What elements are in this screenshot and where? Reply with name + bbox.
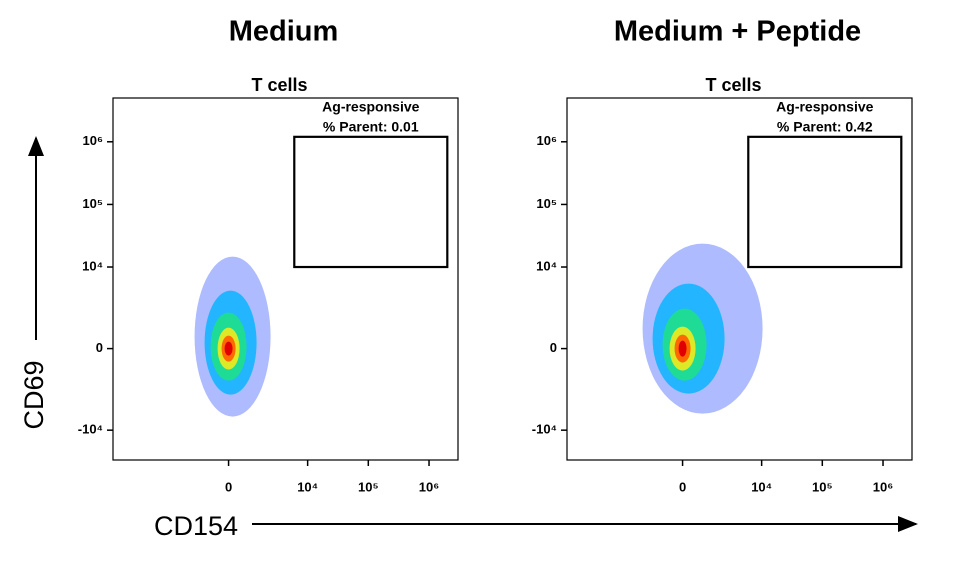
density-blob bbox=[678, 340, 687, 357]
y-tick-label: -10⁴ bbox=[78, 422, 103, 437]
y-tick-label: 10⁴ bbox=[82, 258, 103, 273]
y-tick-label: 0 bbox=[96, 340, 103, 355]
y-tick-label: -10⁴ bbox=[532, 422, 557, 437]
panel-subtitle: T cells bbox=[705, 75, 761, 95]
y-tick-label: 10⁵ bbox=[536, 196, 557, 211]
x-axis-label: CD154 bbox=[154, 511, 238, 541]
panel-title: Medium bbox=[229, 16, 339, 48]
x-tick-label: 10⁶ bbox=[873, 479, 893, 494]
x-tick-label: 0 bbox=[679, 479, 686, 494]
x-tick-label: 0 bbox=[225, 479, 232, 494]
gate bbox=[293, 135, 449, 269]
gate-stat: % Parent: 0.01 bbox=[323, 119, 419, 135]
x-tick-label: 10⁴ bbox=[297, 479, 318, 494]
x-tick-label: 10⁶ bbox=[419, 479, 439, 494]
x-tick-label: 10⁵ bbox=[812, 479, 833, 494]
x-tick-label: 10⁵ bbox=[358, 479, 379, 494]
y-tick-label: 10⁶ bbox=[83, 133, 103, 148]
plot-frame bbox=[566, 97, 913, 461]
gate-stat: % Parent: 0.42 bbox=[777, 119, 873, 135]
y-tick-label: 0 bbox=[550, 340, 557, 355]
gate-label: Ag-responsive bbox=[322, 99, 419, 115]
gate bbox=[747, 135, 903, 269]
gate-label: Ag-responsive bbox=[776, 99, 873, 115]
y-axis-label: CD69 bbox=[19, 360, 49, 429]
y-tick-label: 10⁵ bbox=[82, 196, 103, 211]
plot-frame bbox=[112, 97, 459, 461]
y-tick-label: 10⁴ bbox=[536, 258, 557, 273]
density-blob bbox=[224, 341, 233, 356]
y-tick-label: 10⁶ bbox=[537, 133, 557, 148]
panel-subtitle: T cells bbox=[251, 75, 307, 95]
panel-title: Medium + Peptide bbox=[614, 16, 861, 48]
x-tick-label: 10⁴ bbox=[751, 479, 772, 494]
